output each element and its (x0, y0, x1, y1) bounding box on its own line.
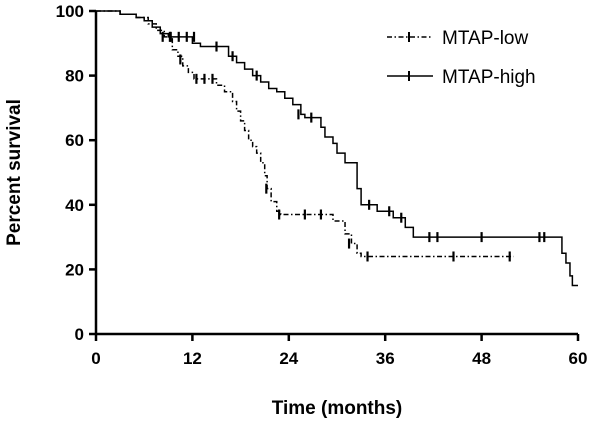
x-tick-label: 12 (183, 349, 202, 368)
x-axis-title: Time (months) (272, 398, 403, 419)
y-tick-label: 100 (56, 2, 84, 21)
axes (94, 11, 578, 336)
legend-item-mtap-low: MTAP-low (387, 28, 528, 49)
y-axis-title: Percent survival (4, 99, 25, 246)
y-tick-label: 80 (65, 67, 84, 86)
y-tick-label: 20 (65, 260, 84, 279)
legend-label-mtap-low: MTAP-low (442, 28, 528, 49)
y-tick-label: 60 (65, 131, 84, 150)
x-tick-label: 24 (279, 349, 298, 368)
y-tick-label: 0 (75, 325, 84, 344)
survival-curve-mtap-high (96, 10, 578, 287)
x-tick-label: 48 (472, 349, 491, 368)
x-axis-ticks: 0 12 24 36 48 60 (91, 334, 587, 368)
legend-item-mtap-high: MTAP-high (387, 67, 536, 88)
y-axis-ticks: 0 20 40 60 80 100 (56, 2, 96, 344)
legend: MTAP-low MTAP-high (387, 28, 536, 88)
survival-curve-mtap-low (96, 10, 514, 258)
legend-label-mtap-high: MTAP-high (442, 67, 536, 88)
x-tick-label: 0 (91, 349, 100, 368)
x-tick-label: 36 (376, 349, 395, 368)
y-tick-label: 40 (65, 196, 84, 215)
x-tick-label: 60 (569, 349, 588, 368)
plot-area (96, 10, 578, 287)
